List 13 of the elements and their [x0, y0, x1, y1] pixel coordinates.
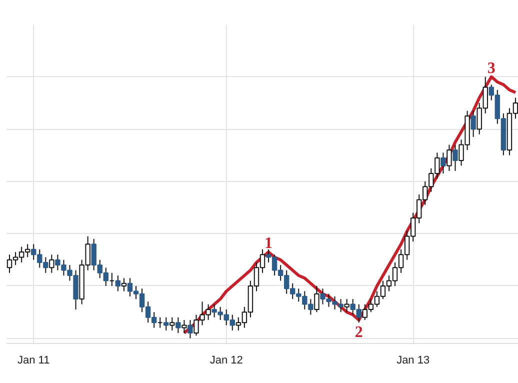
candlestick [121, 278, 127, 292]
candlestick [170, 316, 175, 331]
candlestick [182, 319, 187, 334]
x-tick-label: Jan 12 [210, 354, 243, 366]
x-tick-label: Jan 13 [396, 354, 430, 366]
annotation: 2 [354, 324, 363, 341]
candlestick [49, 254, 54, 274]
annotation: 1 [264, 234, 273, 252]
text: 3 [487, 60, 496, 77]
candlestick [314, 285, 320, 313]
x-tick-label: Jan 11 [18, 354, 50, 366]
candlestick [344, 298, 350, 313]
candlestick [446, 144, 452, 172]
